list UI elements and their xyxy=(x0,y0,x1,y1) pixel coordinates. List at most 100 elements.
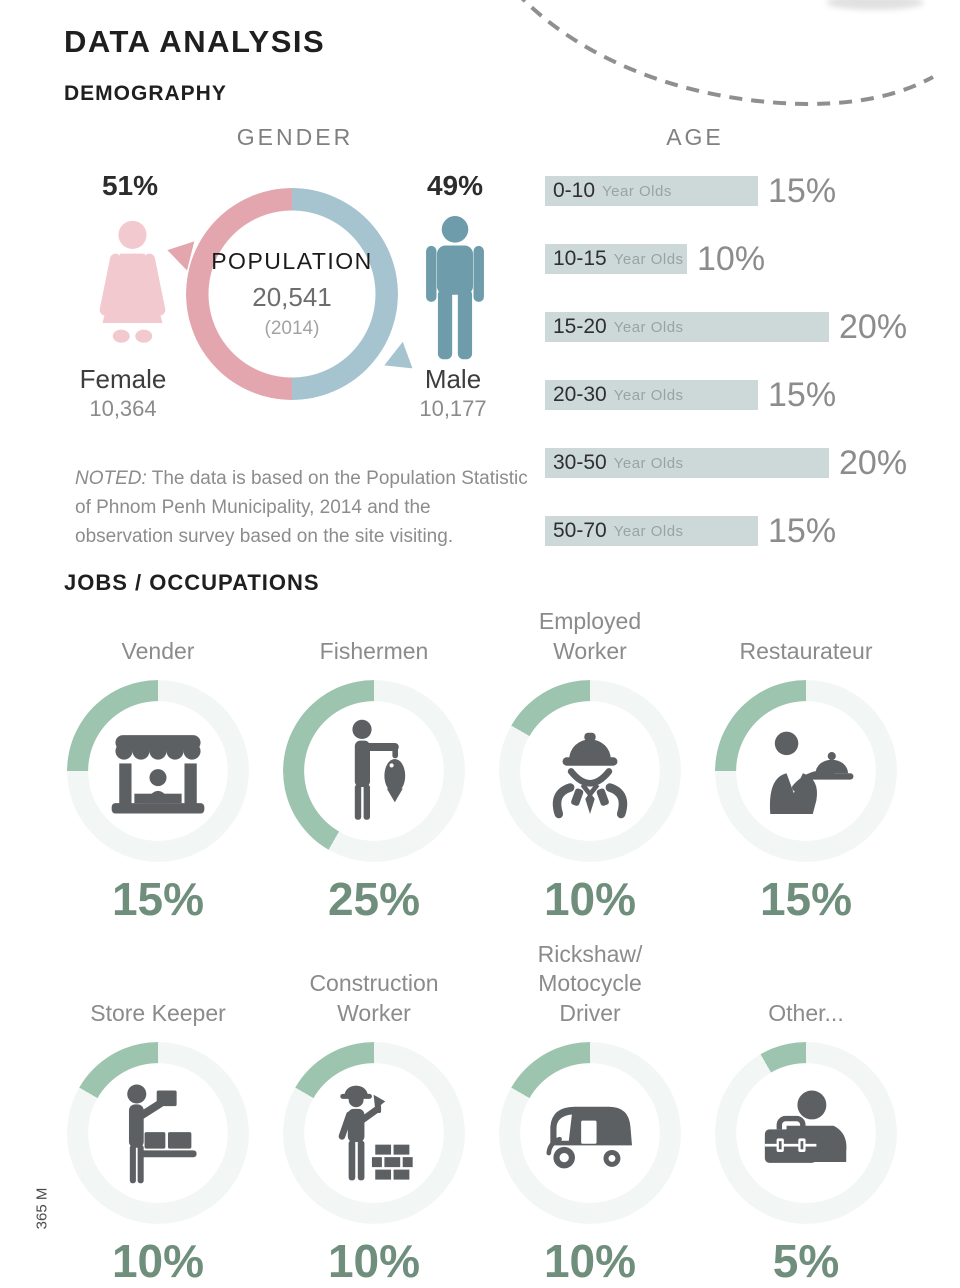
job-percentage: 10% xyxy=(111,1235,205,1287)
job-title: Fishermen xyxy=(319,637,429,664)
age-bar: 20-30 Year Olds xyxy=(545,380,758,410)
job-donut-ring xyxy=(283,680,465,862)
age-bar-row: 15-20 Year Olds 20% xyxy=(545,308,945,346)
age-suffix-label: Year Olds xyxy=(613,318,684,336)
store-keeper-icon xyxy=(67,1042,249,1224)
job-card-vender: Vender 15% xyxy=(50,604,266,926)
age-suffix-label: Year Olds xyxy=(613,522,684,540)
age-percentage: 10% xyxy=(697,239,766,278)
age-suffix-label: Year Olds xyxy=(613,250,684,268)
job-percentage: 5% xyxy=(772,1235,840,1287)
gender-ring xyxy=(186,188,398,400)
job-donut-chart xyxy=(283,680,465,862)
male-count: 10,177 xyxy=(419,396,487,421)
jobs-grid-row-1: Vender 15% Fishermen xyxy=(50,604,914,926)
job-title: Rickshaw/ Motocycle Driver xyxy=(537,940,643,1026)
age-percentage: 15% xyxy=(768,171,837,210)
age-bar-row: 30-50 Year Olds 20% xyxy=(545,444,945,482)
construction-worker-icon xyxy=(283,1042,465,1224)
job-donut-ring xyxy=(499,680,681,862)
section-demography-title: DEMOGRAPHY xyxy=(64,82,227,105)
job-title: Other... xyxy=(768,999,844,1026)
age-suffix-label: Year Olds xyxy=(613,454,684,472)
gender-donut-chart: POPULATION 20,541 (2014) xyxy=(163,188,422,400)
side-scale-label: 365 M xyxy=(33,1187,51,1230)
source-note: NOTED: The data is based on the Populati… xyxy=(75,464,530,551)
fisherman-icon xyxy=(283,680,465,862)
age-bar-row: 20-30 Year Olds 15% xyxy=(545,376,945,414)
corner-smudge-decoration xyxy=(826,0,924,10)
job-donut-chart xyxy=(499,680,681,862)
female-count: 10,364 xyxy=(89,396,157,421)
job-donut-chart xyxy=(283,1042,465,1224)
age-percentage: 20% xyxy=(839,307,908,346)
job-card-store-keeper: Store Keeper 10% xyxy=(50,928,266,1288)
job-percentage: 10% xyxy=(543,1235,637,1287)
job-percentage: 10% xyxy=(327,1235,421,1287)
age-bar-chart: 0-10 Year Olds 15% 10-15 Year Olds 10% 1… xyxy=(545,172,945,584)
job-donut-chart xyxy=(715,680,897,862)
female-label: Female xyxy=(79,364,167,394)
age-bar-row: 0-10 Year Olds 15% xyxy=(545,172,945,210)
job-percentage: 25% xyxy=(327,873,421,925)
age-bar-row: 10-15 Year Olds 10% xyxy=(545,240,945,278)
dashed-curve-decoration xyxy=(521,0,934,107)
male-icon xyxy=(426,216,484,360)
age-bar: 30-50 Year Olds xyxy=(545,448,829,478)
job-card-rickshaw-driver: Rickshaw/ Motocycle Driver 10% xyxy=(482,928,698,1288)
female-percentage: 51% xyxy=(101,170,159,201)
job-card-restaurateur: Restaurateur 15% xyxy=(698,604,914,926)
waiter-icon xyxy=(715,680,897,862)
job-title: Employed Worker xyxy=(538,608,642,664)
gender-heading: GENDER xyxy=(236,124,354,150)
job-card-fishermen: Fishermen 25% xyxy=(266,604,482,926)
briefcase-person-icon xyxy=(715,1042,897,1224)
job-title: Vender xyxy=(121,637,195,664)
age-heading: AGE xyxy=(666,124,724,150)
job-title: Store Keeper xyxy=(90,999,226,1026)
age-percentage: 15% xyxy=(768,375,837,414)
age-suffix-label: Year Olds xyxy=(602,182,672,200)
age-range-label: 10-15 xyxy=(553,247,607,270)
note-prefix: NOTED: xyxy=(75,468,147,489)
age-bar: 15-20 Year Olds xyxy=(545,312,829,342)
job-donut-chart xyxy=(715,1042,897,1224)
male-percentage: 49% xyxy=(426,170,484,201)
job-card-other: Other... 5% xyxy=(698,928,914,1288)
male-label: Male xyxy=(424,364,482,394)
job-donut-ring xyxy=(715,680,897,862)
section-jobs-title: JOBS / OCCUPATIONS xyxy=(64,570,320,595)
population-year: (2014) xyxy=(264,318,320,339)
jobs-grid-row-2: Store Keeper 10% Construction Worker xyxy=(50,928,914,1288)
job-card-construction-worker: Construction Worker xyxy=(266,928,482,1288)
job-donut-chart xyxy=(499,1042,681,1224)
age-percentage: 20% xyxy=(839,443,908,482)
employed-worker-icon xyxy=(499,680,681,862)
age-bar-row: 50-70 Year Olds 15% xyxy=(545,512,945,550)
age-range-label: 30-50 xyxy=(553,451,607,474)
population-count: 20,541 xyxy=(252,282,332,312)
female-icon xyxy=(99,220,166,343)
job-title: Construction Worker xyxy=(309,970,439,1026)
job-donut-chart xyxy=(67,1042,249,1224)
age-bar: 10-15 Year Olds xyxy=(545,244,687,274)
market-stall-icon xyxy=(67,680,249,862)
job-card-employed-worker: Employed Worker 10% xyxy=(482,604,698,926)
job-percentage: 10% xyxy=(543,873,637,925)
job-donut-chart xyxy=(67,680,249,862)
age-range-label: 0-10 xyxy=(553,179,596,202)
age-bar: 0-10 Year Olds xyxy=(545,176,758,206)
job-percentage: 15% xyxy=(111,873,205,925)
age-suffix-label: Year Olds xyxy=(613,386,684,404)
job-title: Restaurateur xyxy=(739,637,873,664)
age-range-label: 20-30 xyxy=(553,383,607,406)
page-title: DATA ANALYSIS xyxy=(64,24,326,59)
age-range-label: 15-20 xyxy=(553,315,607,338)
population-center-label: POPULATION 20,541 (2014) xyxy=(186,188,398,400)
job-percentage: 15% xyxy=(759,873,853,925)
note-text: The data is based on the Population Stat… xyxy=(75,468,528,547)
rickshaw-icon xyxy=(499,1042,681,1224)
age-percentage: 15% xyxy=(768,511,837,550)
age-range-label: 50-70 xyxy=(553,519,607,542)
population-title: POPULATION xyxy=(211,248,373,274)
